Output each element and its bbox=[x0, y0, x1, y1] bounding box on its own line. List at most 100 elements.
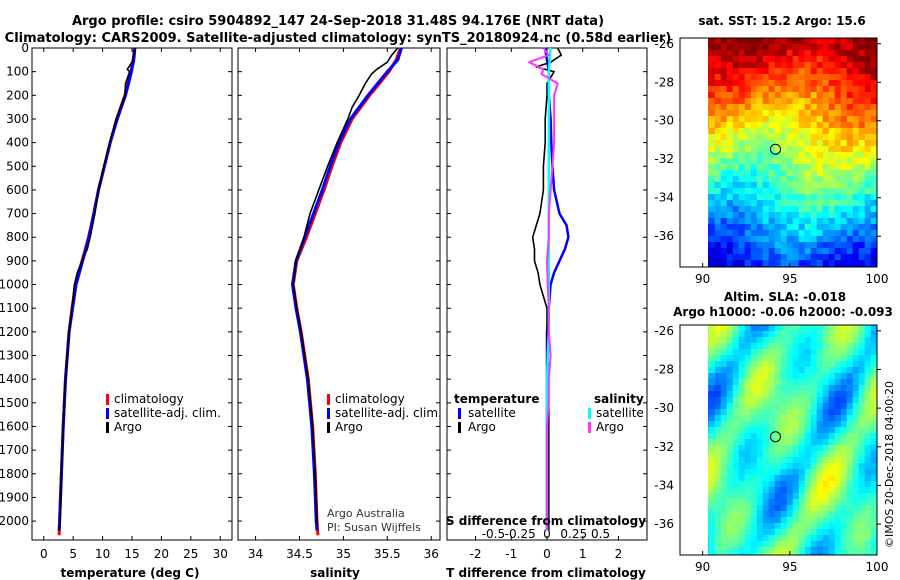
map-y-tick-label: -36 bbox=[654, 517, 674, 531]
map-cell bbox=[720, 367, 728, 374]
map-cell bbox=[822, 379, 830, 386]
map-cell bbox=[780, 475, 788, 482]
map-cell bbox=[768, 242, 776, 249]
map-cell bbox=[864, 254, 872, 261]
map-cell bbox=[852, 355, 860, 362]
map-cell bbox=[756, 158, 764, 165]
map-cell bbox=[708, 355, 710, 362]
map-cell bbox=[852, 403, 860, 410]
map-cell bbox=[810, 457, 818, 464]
map-cell bbox=[786, 44, 794, 51]
map-cell bbox=[840, 415, 848, 422]
map-cell bbox=[786, 212, 794, 219]
map-cell bbox=[744, 230, 752, 237]
map-cell bbox=[762, 403, 770, 410]
map-cell bbox=[852, 224, 860, 231]
map-cell bbox=[768, 535, 776, 542]
map-cell bbox=[732, 343, 740, 350]
map-cell bbox=[780, 403, 788, 410]
sst-argo-location-marker bbox=[769, 143, 781, 155]
map-cell bbox=[720, 385, 728, 392]
map-cell bbox=[720, 218, 728, 225]
map-cell bbox=[768, 379, 776, 386]
map-cell bbox=[780, 98, 788, 105]
map-cell bbox=[708, 355, 716, 362]
map-cell bbox=[828, 38, 836, 45]
map-cell bbox=[816, 188, 824, 195]
map-cell bbox=[708, 158, 710, 165]
map-cell bbox=[822, 224, 830, 231]
map-cell bbox=[780, 104, 788, 111]
map-cell bbox=[762, 206, 770, 213]
map-cell bbox=[852, 206, 860, 213]
map-cell bbox=[852, 409, 860, 416]
map-cell bbox=[774, 254, 782, 261]
map-cell bbox=[852, 134, 860, 141]
map-cell bbox=[714, 164, 722, 171]
map-cell bbox=[816, 104, 824, 111]
map-cell bbox=[810, 182, 818, 189]
map-cell bbox=[876, 110, 877, 117]
map-cell bbox=[720, 236, 728, 243]
map-cell bbox=[816, 254, 824, 261]
map-cell bbox=[780, 146, 788, 153]
map-cell bbox=[750, 140, 758, 147]
map-cell bbox=[792, 361, 800, 368]
map-cell bbox=[786, 140, 794, 147]
map-cell bbox=[828, 511, 836, 518]
map-cell bbox=[840, 547, 848, 554]
map-cell bbox=[798, 505, 806, 512]
map-cell bbox=[864, 188, 872, 195]
map-cell bbox=[714, 337, 722, 344]
map-cell bbox=[762, 62, 770, 69]
map-cell bbox=[750, 104, 758, 111]
map-cell bbox=[726, 337, 734, 344]
map-cell bbox=[720, 379, 728, 386]
map-cell bbox=[822, 38, 830, 45]
map-cell bbox=[816, 134, 824, 141]
map-cell bbox=[714, 493, 722, 500]
map-cell bbox=[840, 110, 848, 117]
map-cell bbox=[708, 493, 710, 500]
map-cell bbox=[798, 337, 806, 344]
map-cell bbox=[792, 541, 800, 548]
map-cell bbox=[774, 499, 782, 506]
map-cell bbox=[834, 535, 842, 542]
map-cell bbox=[822, 134, 830, 141]
map-cell bbox=[792, 475, 800, 482]
map-cell bbox=[726, 361, 734, 368]
map-cell bbox=[738, 176, 746, 183]
map-cell bbox=[852, 152, 860, 159]
map-cell bbox=[876, 62, 877, 69]
map-cell bbox=[852, 547, 860, 554]
map-cell bbox=[828, 343, 836, 350]
map-cell bbox=[708, 361, 716, 368]
map-cell bbox=[768, 236, 776, 243]
map-cell bbox=[816, 116, 824, 123]
map-cell bbox=[744, 218, 752, 225]
map-cell bbox=[834, 56, 842, 63]
map-cell bbox=[852, 511, 860, 518]
map-cell bbox=[816, 349, 824, 356]
map-cell bbox=[744, 212, 752, 219]
map-cell bbox=[858, 385, 866, 392]
map-cell bbox=[852, 499, 860, 506]
map-cell bbox=[852, 505, 860, 512]
map-cell bbox=[804, 391, 812, 398]
map-cell bbox=[852, 433, 860, 440]
map-cell bbox=[798, 439, 806, 446]
map-cell bbox=[876, 218, 877, 225]
map-cell bbox=[798, 355, 806, 362]
map-cell bbox=[780, 248, 788, 255]
map-cell bbox=[774, 56, 782, 63]
map-cell bbox=[870, 349, 877, 356]
map-cell bbox=[876, 104, 877, 111]
map-cell bbox=[822, 421, 830, 428]
map-cell bbox=[714, 158, 722, 165]
map-cell bbox=[720, 122, 728, 129]
map-cell bbox=[804, 433, 812, 440]
map-cell bbox=[804, 254, 812, 261]
map-cell bbox=[726, 194, 734, 201]
map-cell bbox=[804, 457, 812, 464]
map-cell bbox=[804, 194, 812, 201]
